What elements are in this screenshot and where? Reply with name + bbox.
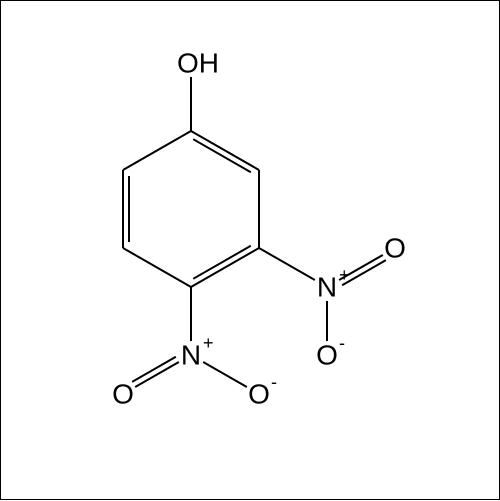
molecule-svg: OHN+OO-N+OO- [1, 1, 500, 501]
atom-charge-n1: + [339, 265, 350, 285]
atom-label-n2: N [181, 340, 201, 371]
atom-label-n1: N [317, 272, 337, 303]
diagram-container: OHN+OO-N+OO- [0, 0, 500, 500]
atom-label-n1o2: O [316, 340, 338, 371]
atom-label-n1o1: O [384, 233, 406, 264]
atom-label-n2o2: O [248, 379, 270, 410]
atom-charge-n1o2: - [339, 333, 345, 353]
atom-charge-n2: + [203, 333, 214, 353]
atom-label-n2o1: O [112, 379, 134, 410]
atom-label-oh: OH [177, 48, 219, 79]
atom-charge-n2o2: - [271, 372, 277, 392]
